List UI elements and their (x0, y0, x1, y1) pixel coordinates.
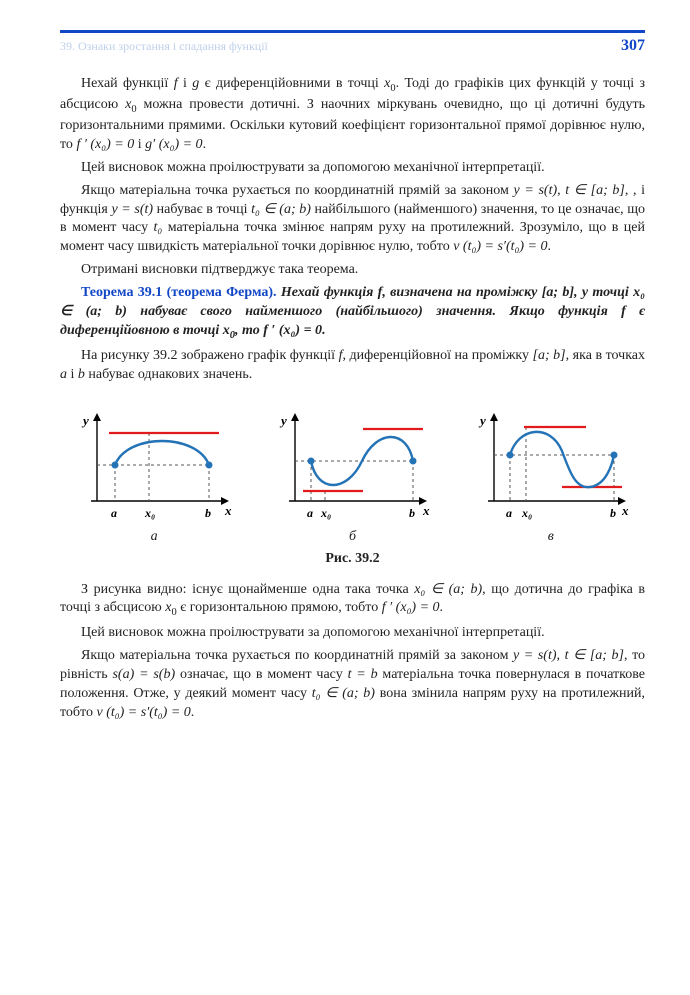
paragraph-2: Цей висновок можна проілюструвати за доп… (60, 159, 645, 178)
svg-text:a: a (111, 506, 117, 520)
svg-text:x: x (224, 503, 232, 518)
svg-text:a: a (307, 506, 313, 520)
svg-text:b: b (610, 506, 616, 520)
paragraph-3: Якщо матеріальна точка рухається по коор… (60, 182, 645, 258)
page-header: 39. Ознаки зростання і спадання функції … (60, 35, 645, 75)
svg-text:y: y (81, 413, 89, 428)
section-title: 39. Ознаки зростання і спадання функції (60, 39, 268, 54)
svg-text:x: x (422, 503, 430, 518)
panel-a-svg: y x a x₀ b (69, 403, 239, 523)
theorem-39-1: Теорема 39.1 (теорема Ферма). Нехай функ… (60, 284, 645, 343)
svg-text:x₀: x₀ (144, 506, 155, 520)
svg-text:x: x (621, 503, 629, 518)
page: 39. Ознаки зростання і спадання функції … (0, 0, 690, 767)
svg-text:y: y (478, 413, 486, 428)
paragraph-4: Отримані висновки підтверджує така теоре… (60, 261, 645, 280)
header-rule (60, 30, 645, 33)
panel-c-label: в (548, 529, 554, 545)
paragraph-1: Нехай функції f і g є диференційовними в… (60, 75, 645, 155)
figure-panel-b: y x a x₀ b б (258, 403, 446, 545)
paragraph-5: На рисунку 39.2 зображено графік функції… (60, 347, 645, 385)
panel-b-label: б (349, 529, 356, 545)
figure-39-2: y x a x₀ b а y x a x₀ b б y x a x₀ b в (60, 403, 645, 545)
paragraph-8: Якщо матеріальна точка рухається по коор… (60, 647, 645, 723)
svg-text:b: b (205, 506, 211, 520)
paragraph-7: Цей висновок можна проілюструвати за доп… (60, 624, 645, 643)
page-number: 307 (621, 37, 645, 55)
svg-text:y: y (279, 413, 287, 428)
panel-c-svg: y x a x₀ b (466, 403, 636, 523)
svg-text:b: b (409, 506, 415, 520)
svg-text:a: a (506, 506, 512, 520)
theorem-heading: Теорема 39.1 (теорема Ферма). (81, 285, 277, 300)
svg-text:x₀: x₀ (320, 506, 331, 520)
panel-b-svg: y x a x₀ b (267, 403, 437, 523)
figure-panel-a: y x a x₀ b а (60, 403, 248, 545)
svg-text:x₀: x₀ (521, 506, 532, 520)
paragraph-6: З рисунка видно: існує щонайменше одна т… (60, 581, 645, 621)
panel-a-label: а (151, 529, 158, 545)
figure-panel-c: y x a x₀ b в (457, 403, 645, 545)
figure-caption: Рис. 39.2 (60, 551, 645, 567)
